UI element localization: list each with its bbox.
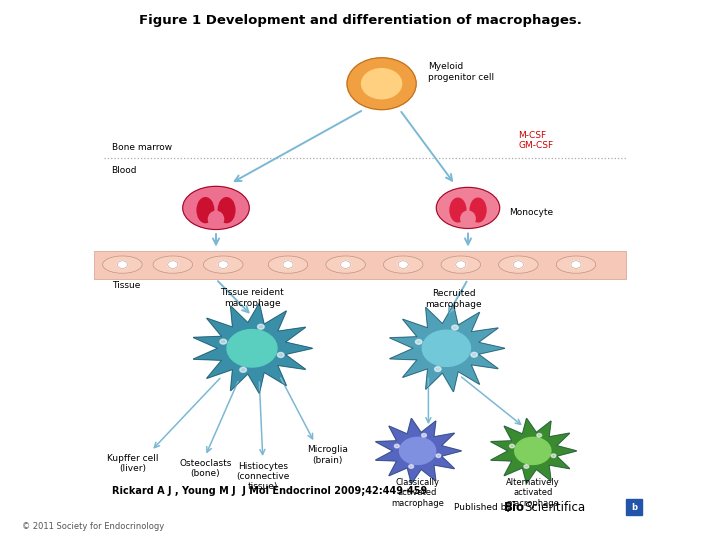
Bar — [94, 251, 626, 279]
Polygon shape — [227, 329, 277, 367]
Ellipse shape — [153, 256, 193, 273]
Text: Classically
activated
macrophage: Classically activated macrophage — [391, 478, 444, 508]
Ellipse shape — [436, 187, 500, 228]
Text: Published by: Published by — [454, 503, 514, 512]
Text: b: b — [631, 503, 637, 511]
Polygon shape — [423, 330, 471, 367]
Text: Blood: Blood — [112, 166, 137, 174]
Ellipse shape — [183, 186, 249, 230]
Ellipse shape — [268, 256, 308, 273]
Ellipse shape — [103, 256, 143, 273]
Circle shape — [415, 340, 422, 345]
Text: Figure 1 Development and differentiation of macrophages.: Figure 1 Development and differentiation… — [138, 14, 582, 27]
Circle shape — [395, 444, 399, 448]
Circle shape — [347, 58, 416, 110]
Text: Monocyte: Monocyte — [509, 208, 553, 217]
Ellipse shape — [441, 256, 481, 273]
Ellipse shape — [168, 261, 178, 268]
Circle shape — [537, 434, 541, 437]
Circle shape — [409, 465, 413, 468]
Polygon shape — [515, 437, 551, 464]
Text: © 2011 Society for Endocrinology: © 2011 Society for Endocrinology — [22, 522, 164, 531]
Text: Alternatively
activated
macrophage: Alternatively activated macrophage — [506, 478, 559, 508]
Ellipse shape — [571, 261, 581, 268]
Circle shape — [451, 325, 458, 330]
Text: Recruited
macrophage: Recruited macrophage — [426, 289, 482, 309]
Ellipse shape — [117, 261, 127, 268]
Circle shape — [277, 353, 284, 357]
Polygon shape — [376, 418, 462, 483]
Text: Kupffer cell
(liver): Kupffer cell (liver) — [107, 454, 159, 473]
Polygon shape — [400, 437, 436, 464]
Text: Microglia
(brain): Microglia (brain) — [307, 446, 348, 465]
Ellipse shape — [209, 211, 223, 227]
Text: Tissue reident
macrophage: Tissue reident macrophage — [220, 288, 284, 308]
Text: Osteoclasts
(bone): Osteoclasts (bone) — [179, 459, 231, 478]
Circle shape — [552, 454, 556, 457]
Ellipse shape — [498, 256, 538, 273]
Circle shape — [220, 339, 227, 344]
Text: Bone marrow: Bone marrow — [112, 143, 172, 152]
Circle shape — [471, 352, 477, 357]
Ellipse shape — [325, 256, 365, 273]
Polygon shape — [390, 305, 505, 392]
Bar — [626, 499, 642, 515]
Circle shape — [361, 69, 402, 99]
Text: Bio: Bio — [504, 501, 525, 514]
Ellipse shape — [384, 256, 423, 273]
Circle shape — [510, 444, 514, 448]
Polygon shape — [491, 418, 577, 483]
Text: Histiocytes
(connective
tissue): Histiocytes (connective tissue) — [236, 462, 289, 491]
Text: M-CSF
GM-CSF: M-CSF GM-CSF — [518, 131, 554, 150]
Ellipse shape — [398, 261, 408, 268]
Ellipse shape — [283, 261, 293, 268]
Circle shape — [240, 367, 246, 373]
Circle shape — [524, 465, 528, 468]
Circle shape — [435, 367, 441, 372]
Text: Rickard A J , Young M J  J Mol Endocrinol 2009;42:449-459: Rickard A J , Young M J J Mol Endocrinol… — [112, 487, 427, 496]
Ellipse shape — [341, 261, 351, 268]
Circle shape — [258, 324, 264, 329]
Ellipse shape — [461, 211, 475, 226]
Circle shape — [436, 454, 441, 457]
Ellipse shape — [557, 256, 596, 273]
Ellipse shape — [203, 256, 243, 273]
Text: Scientifica: Scientifica — [524, 501, 585, 514]
Ellipse shape — [197, 198, 214, 222]
Ellipse shape — [456, 261, 466, 268]
Polygon shape — [193, 303, 312, 393]
Text: Tissue: Tissue — [112, 281, 140, 289]
Ellipse shape — [450, 198, 466, 222]
Text: Myeloid
progenitor cell: Myeloid progenitor cell — [428, 62, 495, 82]
Ellipse shape — [513, 261, 523, 268]
Ellipse shape — [218, 261, 228, 268]
Ellipse shape — [218, 198, 235, 222]
Ellipse shape — [470, 198, 486, 222]
Circle shape — [422, 434, 426, 437]
